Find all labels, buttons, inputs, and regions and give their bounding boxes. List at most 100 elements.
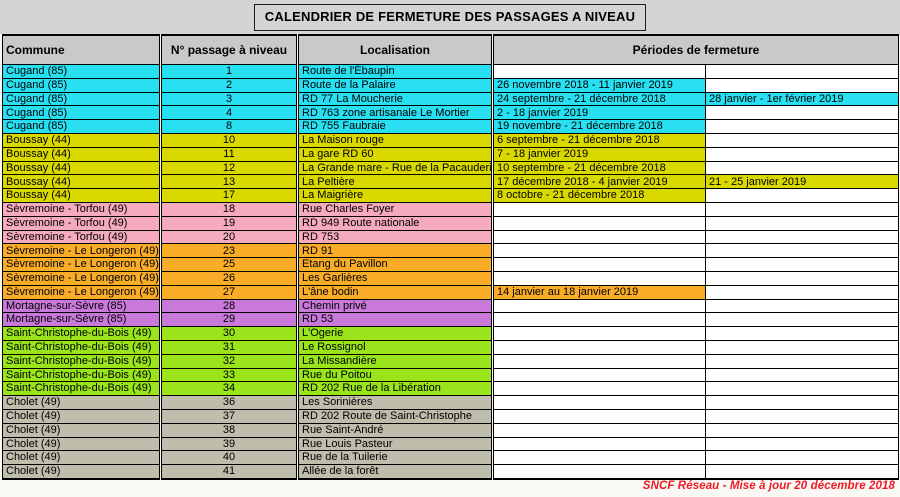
header-row: Commune N° passage à niveau Localisation… <box>2 34 899 65</box>
closure-period-2-cell <box>705 257 899 272</box>
commune-cell: Sèvremoine - Torfou (49) <box>2 215 161 231</box>
closure-period-1-cell <box>491 408 706 424</box>
table-row: Sèvremoine - Torfou (49) 20 RD 753 <box>2 229 899 245</box>
table-body: Cugand (85) 1 Route de l'Ébaupin Cugand … <box>2 64 899 480</box>
table-row: Saint-Christophe-du-Bois (49) 33 Rue du … <box>2 367 899 383</box>
col-header-commune: Commune <box>2 34 161 65</box>
closure-period-1-cell <box>491 243 706 259</box>
closure-period-2-cell <box>705 132 899 148</box>
title-bar: CALENDRIER DE FERMETURE DES PASSAGES A N… <box>0 0 900 34</box>
pn-number-cell: 2 <box>159 77 298 93</box>
commune-cell: Saint-Christophe-du-Bois (49) <box>2 339 161 355</box>
closure-period-1-cell <box>491 450 706 466</box>
table-row: Cugand (85) 8 RD 755 Faubraie 19 novembr… <box>2 119 899 134</box>
closure-period-1-cell <box>491 64 706 79</box>
closure-period-1-cell: 6 septembre - 21 décembre 2018 <box>491 132 706 148</box>
localisation-cell: Chemin privé <box>296 298 493 314</box>
table-row: Boussay (44) 12 La Grande mare - Rue de … <box>2 160 899 176</box>
table-row: Boussay (44) 17 La Maigrière 8 octobre -… <box>2 188 899 203</box>
closure-period-2-cell <box>705 243 899 259</box>
closure-period-1-cell <box>491 257 706 272</box>
closure-period-1-cell: 17 décembre 2018 - 4 janvier 2019 <box>491 174 706 190</box>
closure-period-1-cell: 24 septembre - 21 décembre 2018 <box>491 91 706 107</box>
localisation-cell: Les Garlières <box>296 270 493 286</box>
table-row: Cholet (49) 36 Les Sorinières <box>2 395 899 410</box>
localisation-cell: RD 763 zone artisanale Le Mortier <box>296 105 493 121</box>
localisation-cell: Rue du Poitou <box>296 367 493 383</box>
table-row: Mortagne-sur-Sèvre (85) 29 RD 53 <box>2 312 899 328</box>
commune-cell: Cholet (49) <box>2 422 161 438</box>
localisation-cell: RD 77 La Moucherie <box>296 91 493 107</box>
table-row: Cholet (49) 41 Allée de la forêt <box>2 464 899 480</box>
closure-period-1-cell <box>491 353 706 369</box>
closure-period-2-cell <box>705 450 899 466</box>
localisation-cell: L'âne bodin <box>296 284 493 300</box>
closure-period-2-cell <box>705 160 899 176</box>
closure-period-1-cell <box>491 395 706 410</box>
closure-period-2-cell <box>705 326 899 341</box>
closure-period-2-cell <box>705 270 899 286</box>
table-row: Cholet (49) 40 Rue de la Tuilerie <box>2 450 899 466</box>
closure-period-1-cell: 14 janvier au 18 janvier 2019 <box>491 284 706 300</box>
closure-period-2-cell <box>705 381 899 397</box>
commune-cell: Boussay (44) <box>2 146 161 162</box>
localisation-cell: Rue Saint-André <box>296 422 493 438</box>
pn-number-cell: 25 <box>159 257 298 272</box>
closure-period-2-cell: 21 - 25 janvier 2019 <box>705 174 899 190</box>
closure-period-1-cell: 19 novembre - 21 décembre 2018 <box>491 119 706 134</box>
commune-cell: Boussay (44) <box>2 132 161 148</box>
localisation-cell: Le Rossignol <box>296 339 493 355</box>
commune-cell: Saint-Christophe-du-Bois (49) <box>2 353 161 369</box>
pn-number-cell: 11 <box>159 146 298 162</box>
closure-period-2-cell <box>705 464 899 480</box>
commune-cell: Boussay (44) <box>2 188 161 203</box>
pn-number-cell: 19 <box>159 215 298 231</box>
closure-period-2-cell <box>705 395 899 410</box>
table-row: Boussay (44) 13 La Peltière 17 décembre … <box>2 174 899 190</box>
table-row: Sèvremoine - Le Longeron (49) 25 Etang d… <box>2 257 899 272</box>
closure-period-2-cell <box>705 215 899 231</box>
commune-cell: Cugand (85) <box>2 105 161 121</box>
closure-period-1-cell: 26 novembre 2018 - 11 janvier 2019 <box>491 77 706 93</box>
commune-cell: Sèvremoine - Le Longeron (49) <box>2 270 161 286</box>
closure-period-1-cell <box>491 339 706 355</box>
commune-cell: Cholet (49) <box>2 450 161 466</box>
localisation-cell: RD 202 Rue de la Libération <box>296 381 493 397</box>
table-row: Saint-Christophe-du-Bois (49) 30 L'Ogeri… <box>2 326 899 341</box>
closure-period-1-cell <box>491 229 706 245</box>
table-row: Saint-Christophe-du-Bois (49) 32 La Miss… <box>2 353 899 369</box>
pn-number-cell: 38 <box>159 422 298 438</box>
table-row: Cholet (49) 39 Rue Louis Pasteur <box>2 436 899 452</box>
closure-period-2-cell <box>705 367 899 383</box>
closure-period-2-cell <box>705 312 899 328</box>
commune-cell: Sèvremoine - Torfou (49) <box>2 229 161 245</box>
closure-period-2-cell <box>705 422 899 438</box>
localisation-cell: La Peltière <box>296 174 493 190</box>
localisation-cell: La Missandière <box>296 353 493 369</box>
table-row: Cholet (49) 38 Rue Saint-André <box>2 422 899 438</box>
table-row: Sèvremoine - Torfou (49) 19 RD 949 Route… <box>2 215 899 231</box>
pn-number-cell: 26 <box>159 270 298 286</box>
pn-number-cell: 40 <box>159 450 298 466</box>
commune-cell: Cugand (85) <box>2 91 161 107</box>
pn-number-cell: 34 <box>159 381 298 397</box>
table-row: Cugand (85) 2 Route de la Palaire 26 nov… <box>2 77 899 93</box>
pn-number-cell: 1 <box>159 64 298 79</box>
pn-number-cell: 10 <box>159 132 298 148</box>
table-row: Sèvremoine - Le Longeron (49) 26 Les Gar… <box>2 270 899 286</box>
pn-number-cell: 29 <box>159 312 298 328</box>
localisation-cell: RD 91 <box>296 243 493 259</box>
pn-number-cell: 27 <box>159 284 298 300</box>
closures-table: Commune N° passage à niveau Localisation… <box>2 34 899 480</box>
localisation-cell: La Maison rouge <box>296 132 493 148</box>
commune-cell: Boussay (44) <box>2 174 161 190</box>
col-header-localisation: Localisation <box>296 34 493 65</box>
closure-period-2-cell <box>705 229 899 245</box>
commune-cell: Cugand (85) <box>2 64 161 79</box>
table-row: Sèvremoine - Le Longeron (49) 27 L'âne b… <box>2 284 899 300</box>
closure-period-2-cell <box>705 339 899 355</box>
closure-period-1-cell <box>491 201 706 217</box>
pn-number-cell: 33 <box>159 367 298 383</box>
localisation-cell: Rue de la Tuilerie <box>296 450 493 466</box>
